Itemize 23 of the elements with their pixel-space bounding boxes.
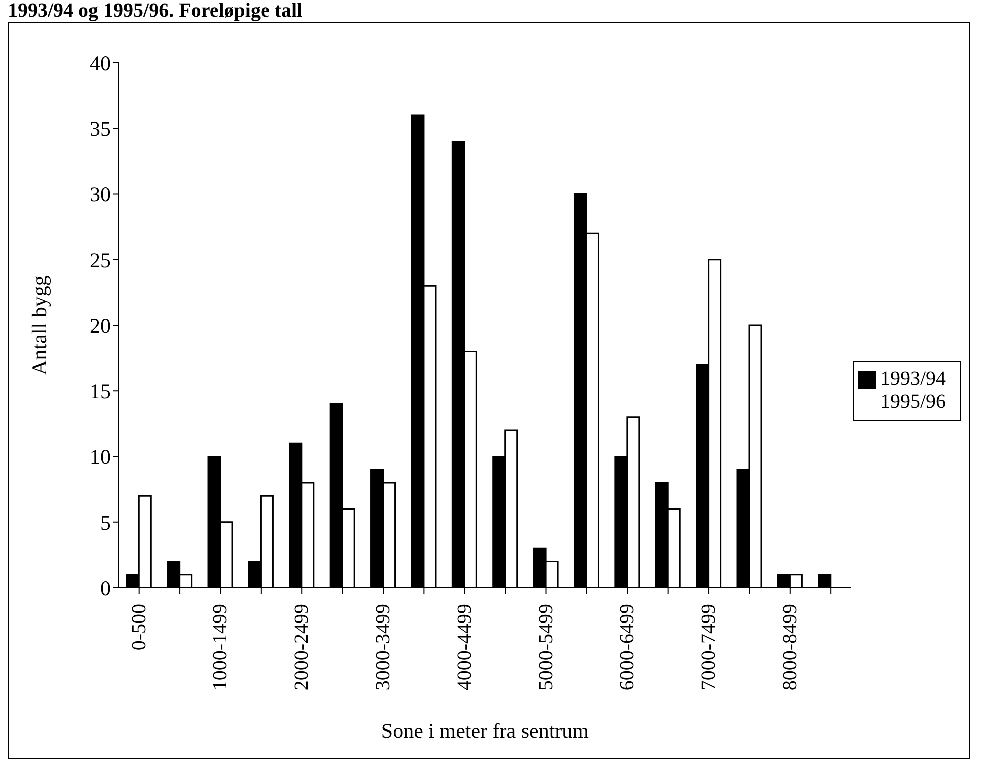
x-tick-label: 7000-7499 — [698, 604, 720, 691]
y-tick-label: 20 — [90, 314, 111, 338]
y-tick-label: 10 — [90, 445, 111, 470]
x-tick-label: 0-500 — [128, 604, 150, 651]
y-tick-label: 5 — [100, 510, 111, 535]
y-tick-label: 40 — [90, 51, 111, 76]
chart-title: 1993/94 og 1995/96. Foreløpige tall — [8, 0, 304, 22]
x-tick-label: 6000-6499 — [616, 604, 639, 691]
x-tick-label: 1000-1499 — [210, 604, 232, 691]
y-tick-label: 25 — [90, 248, 111, 272]
y-tick-label: 15 — [90, 380, 111, 404]
y-axis-title: Antall bygg — [27, 275, 52, 376]
legend-label: 1993/94 — [880, 368, 946, 390]
y-tick-label: 30 — [90, 182, 111, 207]
y-tick-label: 35 — [90, 117, 111, 142]
x-tick-label: 2000-2499 — [291, 604, 314, 691]
x-tick-label: 8000-8499 — [779, 604, 802, 691]
y-tick-label: 0 — [100, 576, 111, 600]
x-tick-label: 3000-3499 — [372, 604, 394, 691]
x-tick-label: 4000-4499 — [454, 604, 476, 691]
text: 1995/96 — [880, 390, 946, 412]
x-axis-title: Sone i meter fra sentrum — [381, 719, 590, 743]
x-tick-label: 5000-5499 — [535, 604, 558, 691]
